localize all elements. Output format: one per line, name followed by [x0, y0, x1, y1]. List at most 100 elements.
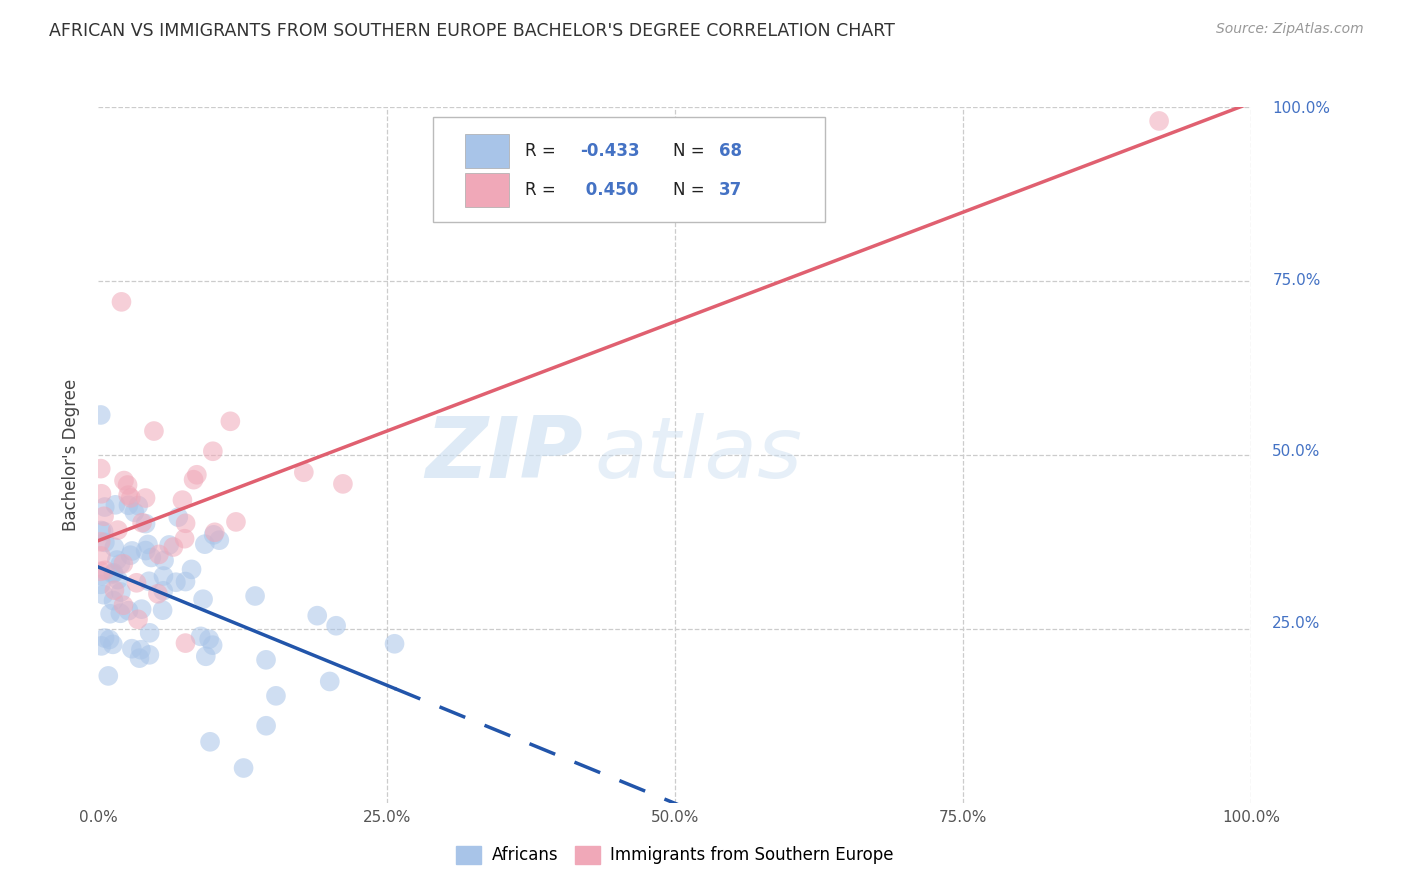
Point: [169, 582, 191, 596]
FancyBboxPatch shape: [492, 118, 862, 220]
Point: [232, 533, 254, 547]
Point: [167, 543, 190, 558]
Point: [274, 520, 297, 534]
Point: [266, 642, 288, 657]
Point: [254, 467, 277, 482]
Point: [247, 568, 270, 582]
Point: [201, 570, 224, 584]
Point: [170, 530, 193, 544]
Point: [170, 504, 193, 518]
Point: [222, 541, 245, 556]
Point: [205, 510, 228, 524]
Point: [262, 623, 284, 637]
Point: [209, 538, 232, 552]
Point: [270, 726, 292, 740]
Point: [221, 581, 243, 595]
Point: [226, 577, 249, 591]
Point: [197, 538, 219, 552]
Point: [212, 640, 235, 655]
Point: [1167, 113, 1189, 128]
Point: [183, 566, 205, 581]
Point: [269, 625, 291, 640]
Point: [389, 612, 412, 626]
Point: [247, 629, 270, 643]
Point: [193, 473, 215, 487]
Point: [193, 597, 215, 611]
Point: [186, 293, 209, 307]
Point: [186, 551, 208, 566]
Point: [167, 518, 190, 533]
Point: [212, 619, 235, 633]
Point: [238, 569, 260, 583]
Text: 37: 37: [762, 180, 785, 198]
Point: [323, 646, 346, 660]
Point: [243, 488, 266, 502]
Point: [170, 519, 193, 533]
Point: [167, 404, 190, 418]
Point: [170, 624, 193, 639]
Point: [273, 522, 295, 536]
Point: [215, 545, 238, 559]
Point: [188, 591, 211, 606]
Point: [263, 586, 285, 600]
Point: [323, 711, 346, 725]
Point: [176, 600, 198, 615]
Text: ZIP: ZIP: [475, 409, 633, 492]
Text: N =: N =: [718, 141, 755, 160]
Point: [246, 526, 269, 541]
Point: [294, 509, 316, 524]
Point: [371, 602, 394, 616]
Point: [170, 495, 193, 509]
Point: [290, 410, 312, 425]
Point: [266, 532, 288, 546]
Point: [167, 482, 190, 496]
Point: [195, 634, 218, 648]
Point: [205, 636, 228, 650]
Point: [257, 463, 280, 477]
Point: [188, 550, 211, 565]
Text: atlas: atlas: [644, 409, 852, 492]
Point: [382, 667, 405, 681]
Point: [312, 582, 335, 597]
Point: [179, 631, 201, 645]
Point: [209, 511, 232, 525]
Point: [174, 625, 197, 640]
Point: [217, 420, 239, 434]
Point: [183, 517, 205, 532]
Point: [179, 561, 201, 575]
Point: [359, 460, 381, 475]
Point: [278, 527, 301, 541]
Point: [202, 493, 225, 508]
FancyBboxPatch shape: [522, 172, 564, 205]
Point: [174, 662, 197, 676]
Legend: Africans, Immigrants from Southern Europe: Africans, Immigrants from Southern Europ…: [495, 829, 946, 861]
Point: [226, 563, 249, 577]
Point: [170, 558, 193, 572]
Point: [167, 558, 190, 573]
Text: 68: 68: [762, 141, 785, 160]
Text: AFRICAN VS IMMIGRANTS FROM SOUTHERN EUROPE BACHELOR'S DEGREE CORRELATION CHART: AFRICAN VS IMMIGRANTS FROM SOUTHERN EURO…: [49, 22, 896, 40]
Point: [193, 483, 215, 497]
Text: R =: R =: [579, 180, 614, 198]
FancyBboxPatch shape: [522, 134, 564, 167]
Point: [273, 632, 295, 646]
Point: [180, 492, 202, 507]
Y-axis label: Bachelor's Degree: Bachelor's Degree: [62, 375, 80, 526]
Point: [180, 534, 202, 549]
Text: -0.433: -0.433: [631, 141, 690, 160]
Text: R =: R =: [579, 141, 614, 160]
Text: Source: ZipAtlas.com: Source: ZipAtlas.com: [1216, 22, 1364, 37]
Point: [167, 632, 190, 646]
Point: [167, 563, 190, 577]
Point: [444, 630, 467, 644]
Text: N =: N =: [718, 180, 755, 198]
Text: 0.450: 0.450: [631, 180, 689, 198]
Point: [198, 500, 221, 514]
Point: [247, 511, 270, 525]
Point: [167, 457, 190, 471]
Point: [188, 468, 211, 483]
Point: [395, 472, 418, 486]
Point: [202, 606, 225, 620]
Point: [302, 753, 325, 767]
Point: [205, 596, 228, 610]
